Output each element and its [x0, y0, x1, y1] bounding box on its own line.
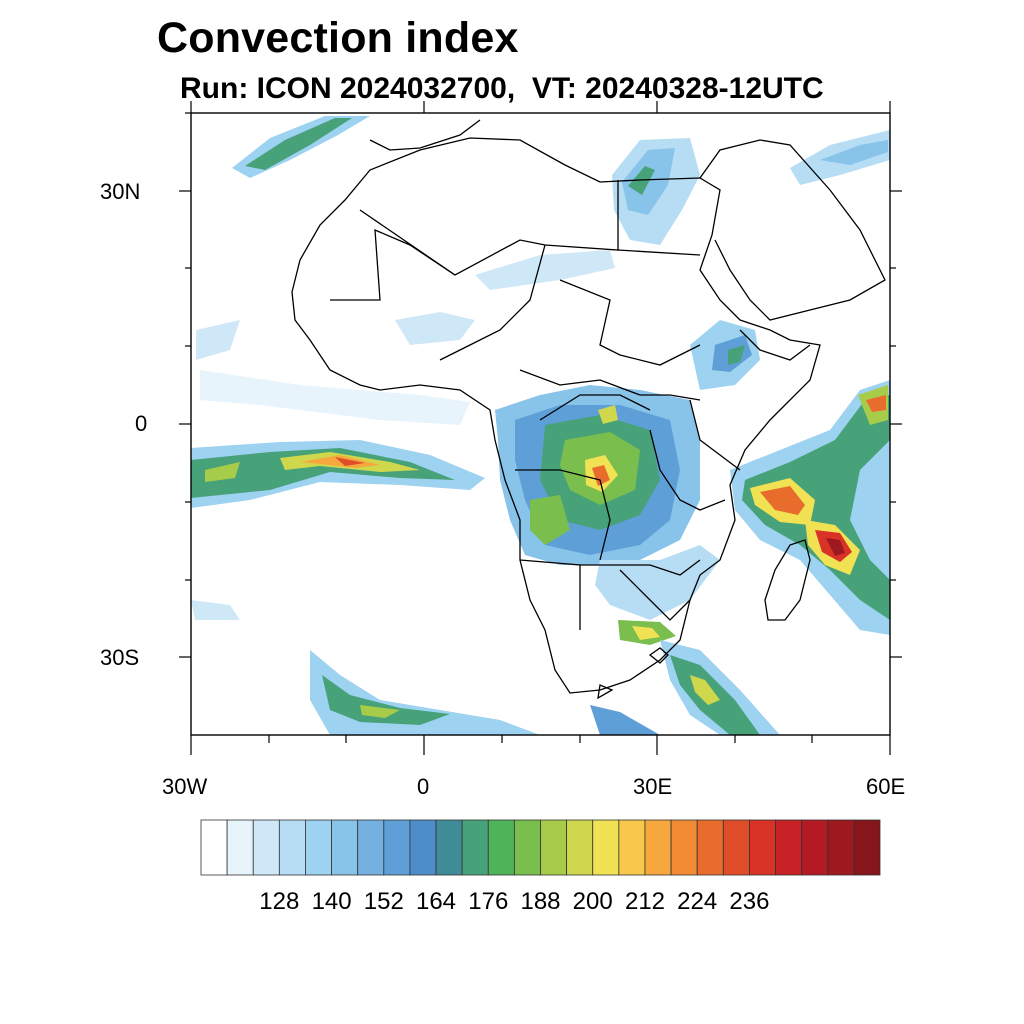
colorbar-swatch [853, 819, 881, 876]
lat-label-30n: 30N [100, 179, 141, 204]
colorbar-tick-label: 188 [520, 888, 561, 915]
colorbar-tick-label: 200 [572, 888, 613, 915]
colorbar-swatch [226, 819, 254, 876]
colorbar-swatch [592, 819, 620, 876]
map-subtitle: Run: ICON 2024032700, VT: 20240328-12UTC [180, 72, 824, 105]
convection-region-ethiopia [690, 320, 760, 390]
country-borders [291, 119, 886, 700]
colorbar-swatch [618, 819, 646, 876]
colorbar-swatch [331, 819, 359, 876]
colorbar-tick-label: 164 [415, 888, 457, 915]
colorbar-swatch [278, 819, 306, 876]
colorbar-swatch [383, 819, 411, 876]
colorbar-swatch [827, 819, 855, 876]
colorbar-swatch [409, 819, 437, 876]
convection-region-indian-ocean [730, 380, 890, 635]
convection-region-egypt [612, 138, 700, 245]
lat-tick-marks [179, 112, 902, 658]
colorbar-tick-label: 236 [729, 888, 770, 915]
colorbar-swatch [200, 819, 228, 876]
lat-label-30s: 30S [100, 645, 140, 670]
lon-label-60e: 60E [866, 774, 906, 799]
colorbar-swatch [722, 819, 750, 876]
colorbar-swatch [775, 819, 803, 876]
colorbar-swatch [435, 819, 463, 876]
colorbar-swatch [749, 819, 776, 876]
colorbar-swatch [357, 819, 385, 876]
colorbar [200, 819, 881, 876]
convection-region-southern-ocean [191, 600, 780, 735]
convection-region-congo [495, 385, 700, 565]
colorbar-swatch [801, 819, 829, 876]
convection-region-tropical-atlantic [196, 320, 470, 425]
convection-region-arabia [790, 130, 890, 185]
convection-field [191, 116, 890, 735]
lon-label-30w: 30W [162, 774, 208, 799]
lon-tick-marks [190, 101, 891, 755]
lon-label-0: 0 [417, 774, 430, 799]
convection-region-sahel [395, 250, 615, 345]
lat-label-0: 0 [135, 411, 148, 436]
colorbar-tick-label: 176 [468, 888, 509, 915]
colorbar-tick-label: 212 [624, 888, 666, 915]
colorbar-swatch [513, 819, 541, 876]
convection-region-southern-tropics [595, 545, 720, 645]
colorbar-tick-label: 128 [259, 888, 300, 915]
colorbar-tick-label: 224 [677, 888, 718, 915]
colorbar-swatch [644, 819, 672, 876]
colorbar-swatch [252, 819, 280, 876]
colorbar-swatch [305, 819, 332, 876]
convection-region-south-atlantic [191, 440, 485, 508]
map-title: Convection index [157, 14, 519, 62]
colorbar-swatch [540, 819, 568, 876]
colorbar-swatch [566, 819, 594, 876]
convection-region-north-atlantic [232, 116, 370, 178]
colorbar-swatch [670, 819, 698, 876]
colorbar-tick-label: 152 [363, 888, 404, 915]
colorbar-tick-label: 140 [311, 888, 352, 915]
lon-label-30e: 30E [633, 774, 673, 799]
colorbar-swatch [487, 819, 515, 876]
colorbar-swatch [461, 819, 489, 876]
colorbar-swatch [696, 819, 724, 876]
